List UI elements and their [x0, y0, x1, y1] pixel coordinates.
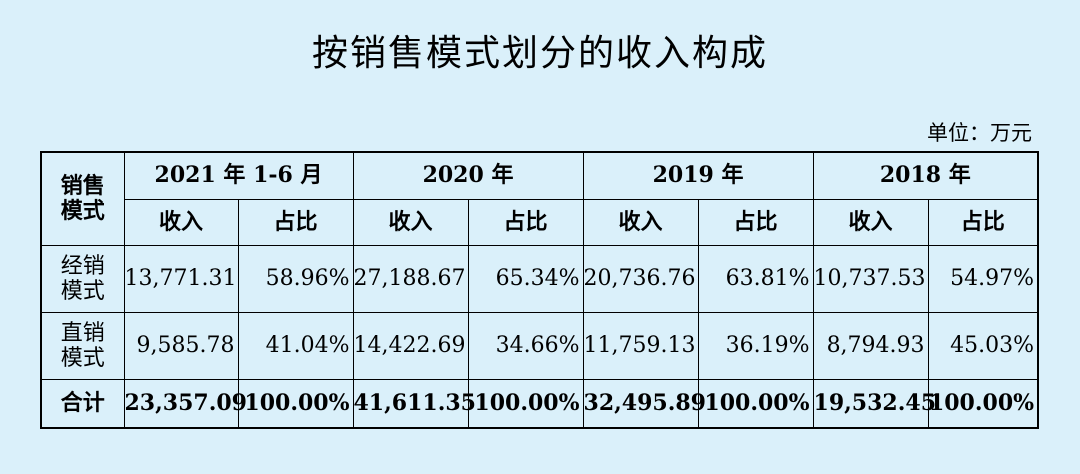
total-ratio-cell: 100.00% [467, 379, 584, 429]
income-table: 销售 模式 2021 年 1-6 月 2020 年 2019 年 2018 年 … [40, 151, 1040, 429]
mode-cell: 直销 模式 [40, 312, 125, 380]
income-cell: 14,422.69 [352, 312, 469, 380]
income-header: 收入 [123, 199, 239, 246]
income-cell: 13,771.31 [123, 245, 239, 313]
table-row: 直销 模式 9,585.78 41.04% 14,422.69 34.66% 1… [40, 312, 1039, 380]
total-row: 合计 23,357.09 100.00% 41,611.35 100.00% 3… [40, 379, 1039, 429]
sub-header-row: 收入 占比 收入 占比 收入 占比 收入 占比 [41, 199, 1039, 246]
ratio-header: 占比 [697, 199, 814, 246]
period-header: 2019 年 [582, 151, 814, 200]
total-income-cell: 19,532.45 [812, 379, 936, 429]
income-cell: 20,736.76 [582, 245, 699, 313]
page-title: 按销售模式划分的收入构成 [311, 33, 768, 74]
mode-label-line-2: 模式 [60, 346, 105, 371]
mode-label-line-2: 模式 [60, 279, 105, 304]
income-cell: 8,794.93 [812, 312, 929, 380]
income-header: 收入 [812, 199, 929, 246]
total-income-cell: 23,357.09 [123, 379, 247, 429]
mode-label-line-1: 经销 [60, 253, 105, 279]
table-row: 经销 模式 13,771.31 58.96% 27,188.67 65.34% … [40, 245, 1039, 313]
income-cell: 11,759.13 [582, 312, 699, 380]
total-ratio-cell: 100.00% [927, 379, 1039, 429]
mode-label-line-1: 直销 [60, 320, 105, 346]
period-header-row: 销售 模式 2021 年 1-6 月 2020 年 2019 年 2018 年 [40, 151, 1039, 246]
ratio-header: 占比 [467, 199, 584, 246]
mode-header-line-1: 销售 [60, 172, 105, 199]
ratio-cell: 41.04% [237, 312, 354, 380]
ratio-cell: 36.19% [697, 312, 814, 380]
mode-header-cell: 销售 模式 [40, 151, 125, 246]
period-header: 2018 年 [812, 151, 1039, 200]
period-header: 2021 年 1-6 月 [123, 151, 354, 200]
ratio-cell: 65.34% [467, 245, 584, 313]
total-ratio-cell: 100.00% [697, 379, 814, 429]
ratio-cell: 54.97% [927, 245, 1039, 313]
mode-header-line-2: 模式 [60, 198, 105, 224]
total-ratio-cell: 100.00% [237, 379, 354, 429]
mode-cell: 经销 模式 [40, 245, 125, 313]
ratio-cell: 34.66% [467, 312, 584, 380]
unit-label: 单位：万元 [927, 121, 1032, 145]
period-header: 2020 年 [352, 151, 584, 200]
income-cell: 10,737.53 [812, 245, 929, 313]
ratio-header: 占比 [237, 199, 354, 246]
ratio-cell: 63.81% [697, 245, 814, 313]
income-header: 收入 [582, 199, 699, 246]
ratio-cell: 45.03% [927, 312, 1039, 380]
total-income-cell: 41,611.35 [352, 379, 476, 429]
total-income-cell: 32,495.89 [582, 379, 706, 429]
ratio-cell: 58.96% [237, 245, 354, 313]
ratio-header: 占比 [927, 199, 1039, 246]
income-cell: 9,585.78 [123, 312, 239, 380]
total-label: 合计 [40, 379, 125, 429]
income-cell: 27,188.67 [352, 245, 469, 313]
income-header: 收入 [352, 199, 469, 246]
